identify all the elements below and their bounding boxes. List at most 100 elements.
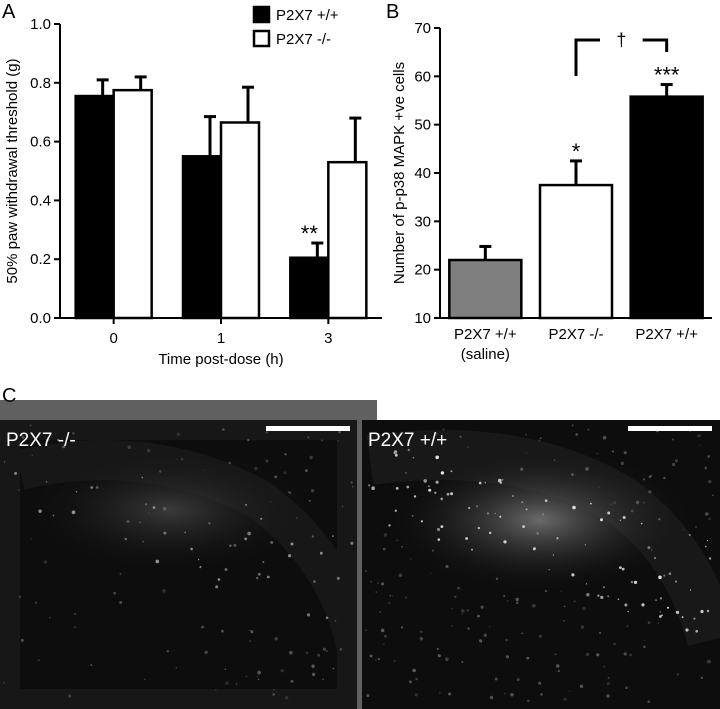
cell-speck: [411, 515, 414, 517]
cell-speck: [46, 438, 50, 442]
x-tick-label-b: P2X7 -/-: [548, 326, 603, 343]
cell-speck: [512, 495, 514, 497]
cell-speck: [655, 599, 657, 601]
x-tick-label-b: P2X7 +/+: [454, 326, 517, 343]
cell-speck: [126, 520, 130, 523]
cell-speck: [274, 637, 278, 641]
cell-speck: [290, 679, 294, 683]
bar-a: [289, 256, 330, 320]
cell-speck: [371, 486, 375, 491]
panel-a-label: A: [2, 1, 16, 23]
cell-speck: [553, 459, 556, 462]
cell-speck: [544, 589, 548, 593]
cell-speck: [627, 611, 629, 613]
cell-speck: [704, 466, 708, 470]
y-tick-label-a: 0.6: [30, 134, 51, 151]
cell-speck: [163, 507, 167, 511]
cell-speck: [630, 509, 634, 513]
cell-speck: [623, 451, 627, 455]
cell-speck: [321, 439, 324, 442]
significance-label-b: ***: [654, 63, 680, 88]
cell-speck: [675, 610, 680, 615]
cell-speck: [428, 488, 432, 492]
cell-speck: [204, 650, 208, 654]
cell-speck: [540, 693, 543, 696]
cell-speck: [119, 573, 122, 575]
cell-speck: [466, 609, 470, 612]
cell-speck: [217, 578, 221, 581]
cell-speck: [488, 626, 491, 628]
cell-speck: [667, 606, 669, 609]
cell-speck: [325, 649, 328, 653]
cell-speck: [597, 594, 600, 597]
cell-speck: [256, 576, 259, 580]
cell-speck: [544, 499, 548, 503]
cell-speck: [341, 505, 344, 507]
y-tick-label-b: 50: [414, 117, 431, 134]
cell-speck: [498, 478, 502, 483]
cell-speck: [420, 520, 423, 523]
cell-speck: [613, 501, 617, 505]
cell-speck: [288, 554, 292, 558]
legend-swatch-a: [252, 29, 271, 48]
y-tick-label-a: 0.2: [30, 251, 51, 268]
cell-speck: [308, 499, 311, 502]
cell-speck: [75, 491, 78, 493]
bar-a: [327, 160, 368, 320]
cell-speck: [663, 476, 666, 480]
cell-speck: [274, 475, 278, 479]
cell-speck: [284, 453, 287, 456]
cell-speck: [494, 677, 498, 681]
y-tick-label-b: 20: [414, 262, 431, 279]
cell-speck: [505, 638, 508, 642]
cell-speck: [571, 424, 574, 427]
cell-speck: [538, 634, 543, 638]
chart-a: 0.0 0.2 0.4 0.6 0.8 1.0 0 1 3 ** Time post-dose (h…: [4, 5, 382, 368]
cell-speck: [446, 492, 450, 496]
cell-speck: [671, 438, 675, 441]
cell-speck: [536, 532, 539, 535]
cell-speck: [599, 631, 602, 634]
cell-speck: [606, 694, 610, 698]
cell-speck: [257, 572, 261, 576]
cell-speck: [510, 693, 514, 697]
cell-speck: [556, 664, 560, 668]
cell-speck: [495, 577, 499, 580]
cell-speck: [647, 546, 651, 550]
cell-speck: [486, 512, 490, 515]
cell-speck: [525, 452, 528, 454]
cell-speck: [72, 432, 75, 435]
cell-speck: [332, 535, 334, 537]
cell-speck: [625, 686, 628, 689]
cell-speck: [395, 487, 399, 490]
cell-speck: [203, 469, 205, 471]
cell-speck: [414, 693, 418, 697]
cell-speck: [375, 591, 378, 593]
cell-speck: [708, 479, 712, 484]
cell-speck: [571, 573, 575, 577]
cell-speck: [527, 699, 530, 703]
cell-speck: [176, 432, 181, 436]
cell-speck: [57, 438, 60, 441]
micrograph-right: P2X7 +/+: [362, 420, 720, 709]
cell-speck: [467, 446, 469, 449]
cell-speck: [706, 539, 709, 542]
cell-speck: [584, 544, 586, 546]
cell-speck: [541, 513, 545, 516]
cell-speck: [621, 567, 625, 571]
cell-speck: [296, 517, 298, 519]
cell-speck: [671, 462, 676, 467]
cell-speck: [73, 612, 76, 616]
cell-speck: [305, 469, 308, 472]
cell-speck: [468, 506, 471, 510]
cell-speck: [437, 538, 441, 541]
cell-speck: [436, 647, 439, 651]
cell-speck: [423, 479, 428, 483]
cell-speck: [596, 452, 599, 455]
cell-speck: [694, 525, 698, 529]
cell-speck: [3, 681, 5, 684]
cell-speck: [176, 458, 178, 460]
cell-speck: [626, 625, 629, 628]
bar-a: [74, 94, 115, 320]
cell-speck: [190, 547, 193, 551]
